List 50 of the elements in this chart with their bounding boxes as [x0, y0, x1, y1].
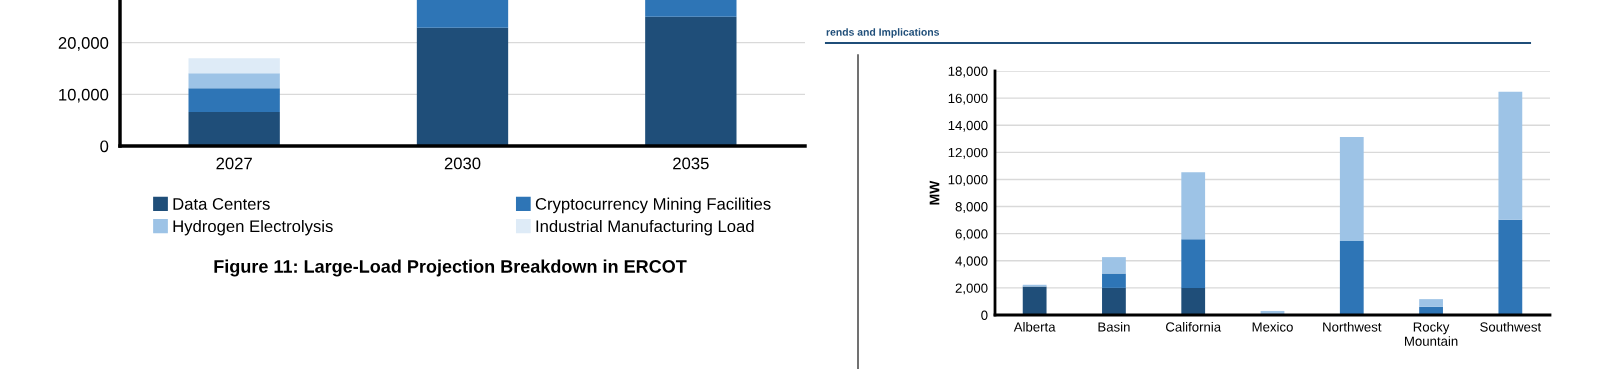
legend-label: Cryptocurrency Mining Facilities	[535, 197, 771, 214]
bar	[416, 0, 509, 28]
bar	[188, 73, 280, 89]
text: Figure 11: Large-Load Projection Breakdown in ERCOT	[214, 259, 687, 277]
bar	[1419, 299, 1443, 307]
x-tick-label: Rocky Mountain	[1405, 321, 1458, 346]
y-tick-label: 10,000	[948, 175, 988, 186]
x-tick-label: 2030	[444, 157, 481, 170]
bar	[188, 58, 280, 74]
bar	[1102, 287, 1126, 315]
x-tick-label: California	[1166, 321, 1222, 332]
bar	[1102, 257, 1126, 274]
bar	[416, 27, 509, 146]
bar	[1339, 240, 1364, 315]
x-tick-label: 2027	[216, 157, 252, 170]
x-tick-label: Basin	[1098, 321, 1130, 332]
bar	[1498, 219, 1523, 315]
y-tick-label: 16,000	[948, 93, 988, 105]
y-tick-label: 2,000	[955, 283, 988, 295]
x-tick-label: Southwest	[1480, 321, 1542, 332]
bar	[1498, 91, 1523, 220]
y-tick-label: 6,000	[955, 229, 988, 241]
y-tick-label: 20,000	[58, 37, 109, 51]
legend-label: Data Centers	[173, 198, 270, 210]
text: rends and Implications	[826, 28, 940, 38]
legend-label: Hydrogen Electrolysis	[173, 219, 333, 236]
y-tick-label: 0	[981, 310, 988, 320]
x-tick-label: 2035	[673, 157, 709, 170]
bar	[1022, 286, 1047, 315]
bar	[188, 111, 280, 146]
legend-label: Industrial Manufacturing Load	[536, 219, 754, 236]
y-tick-label: 8,000	[955, 202, 988, 214]
bar	[1181, 172, 1206, 240]
bar	[1181, 287, 1206, 315]
x-tick-label: Alberta	[1013, 321, 1056, 332]
bar	[1339, 137, 1364, 241]
y-tick-label: 4,000	[955, 256, 988, 268]
y-tick-label: 0	[100, 140, 109, 153]
y-tick-label: 12,000	[948, 147, 988, 159]
y-tick-label: 10,000	[59, 88, 109, 103]
bar	[645, 16, 737, 146]
y-tick-label: 14,000	[948, 120, 988, 132]
y-tick-label: 18,000	[948, 66, 988, 78]
x-tick-label: Northwest	[1323, 321, 1382, 332]
bar	[1181, 239, 1206, 288]
y-axis-title: MW	[929, 180, 940, 205]
bar	[188, 88, 280, 112]
bar	[645, 0, 737, 17]
x-tick-label: Mexico	[1252, 321, 1293, 332]
bar	[1102, 273, 1126, 288]
